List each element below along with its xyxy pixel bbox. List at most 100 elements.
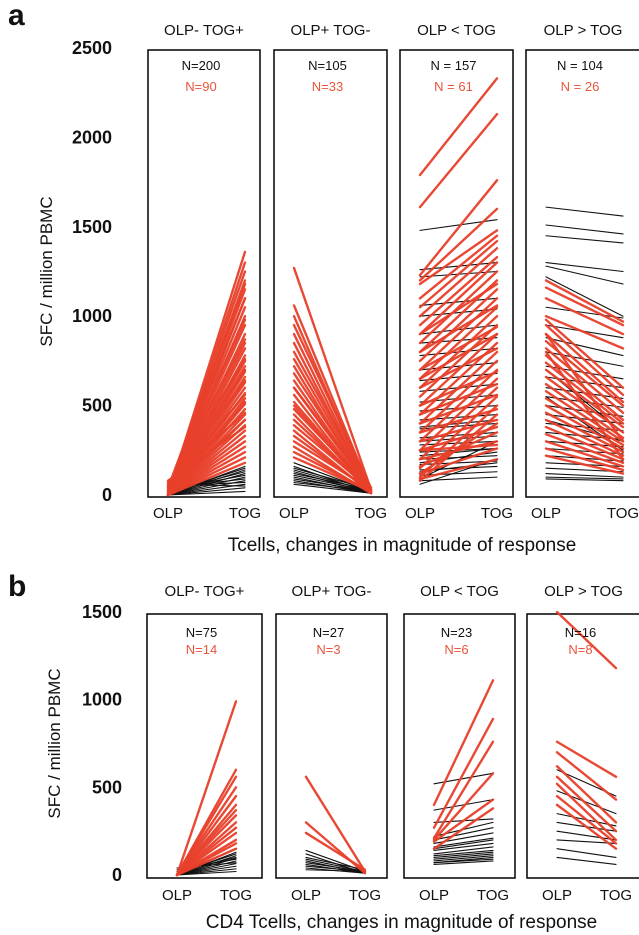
- y-tick-label: 0: [102, 485, 112, 505]
- n-total-label: N = 104: [557, 58, 603, 73]
- series-line-black: [433, 827, 494, 841]
- series-line-black: [545, 476, 624, 480]
- subplot-title: OLP+ TOG-: [292, 583, 372, 600]
- n-red-label: N = 26: [561, 79, 600, 94]
- series-line-red: [418, 347, 499, 389]
- series-line-black: [305, 869, 366, 873]
- subplot-frame: [399, 49, 514, 498]
- x-axis-label: Tcells, changes in magnitude of response: [228, 535, 577, 556]
- subplot-frame: [147, 49, 261, 498]
- y-tick-label: 1500: [82, 602, 122, 622]
- subplot-title: OLP > TOG: [544, 22, 623, 39]
- series-line-red: [544, 279, 625, 323]
- series-line-red: [418, 229, 499, 286]
- n-red-label: N=33: [312, 79, 343, 94]
- series-line-red: [418, 440, 499, 461]
- series-line-red: [544, 418, 625, 457]
- n-red-label: N = 61: [434, 79, 473, 94]
- series-line-red: [418, 425, 499, 452]
- series-line-black: [433, 842, 494, 852]
- series-line-red: [544, 286, 625, 327]
- series-line-red: [418, 239, 499, 309]
- x-tick-label: OLP: [279, 505, 309, 522]
- series-line-red: [418, 315, 499, 389]
- subplot: OLP- TOG+ N=75 N=14 OLP TOG: [146, 583, 263, 904]
- series-line-black: [293, 483, 372, 494]
- series-line-red: [418, 77, 499, 177]
- subplot-frame: [403, 613, 516, 879]
- series-line-red: [418, 407, 499, 434]
- subplot-title: OLP+ TOG-: [291, 22, 371, 39]
- series-line-red: [292, 350, 373, 491]
- series-line-black: [433, 855, 494, 862]
- series-line-black: [293, 478, 372, 492]
- series-line-red: [544, 350, 625, 461]
- series-line-red: [418, 458, 499, 481]
- series-line-red: [544, 315, 625, 350]
- subplot-frame: [275, 613, 388, 879]
- subplot: OLP+ TOG- N=105 N=33 OLP TOG: [273, 22, 388, 522]
- series-line-red: [418, 332, 499, 380]
- series-line-black: [433, 858, 494, 864]
- series-line-red: [418, 288, 499, 363]
- series-line-red: [292, 323, 373, 490]
- series-line-red: [544, 454, 625, 475]
- series-line-black: [433, 851, 494, 859]
- series-line-red: [544, 332, 625, 404]
- series-line-red: [418, 393, 499, 425]
- series-line-red: [418, 282, 499, 336]
- series-line-red: [418, 261, 499, 336]
- series-line-red: [304, 775, 367, 873]
- x-tick-label: OLP: [542, 887, 572, 904]
- series-line-red: [544, 440, 625, 468]
- n-red-label: N=3: [316, 642, 340, 657]
- series-line-red: [555, 794, 618, 845]
- series-line-red: [418, 323, 499, 398]
- series-line-red: [418, 234, 499, 300]
- series-line-black: [545, 262, 624, 273]
- series-line-red: [432, 679, 495, 807]
- n-total-label: N=200: [182, 58, 221, 73]
- series-line-red: [418, 247, 499, 318]
- series-line-black: [433, 846, 494, 855]
- n-red-label: N=8: [568, 642, 592, 657]
- series-line-red: [555, 803, 618, 850]
- series-line-red: [418, 382, 499, 416]
- subplot: OLP < TOG N=23 N=6 OLP TOG: [403, 583, 516, 904]
- series-line-red: [292, 386, 373, 493]
- series-line-red: [544, 397, 625, 447]
- series-line-red: [432, 772, 495, 842]
- subplot-title: OLP > TOG: [544, 583, 623, 600]
- series-line-red: [544, 297, 625, 336]
- x-tick-label: OLP: [291, 887, 321, 904]
- series-line-red: [544, 323, 625, 397]
- series-line-red: [555, 751, 618, 801]
- panel-a: a 0 500 1000 1500 2000 2500 SFC / million PBMC T…: [8, 0, 639, 556]
- series-line-black: [433, 860, 494, 866]
- series-line-red: [544, 425, 625, 461]
- series-line-red: [418, 332, 499, 407]
- subplot-frame: [273, 49, 388, 498]
- series-line-red: [418, 207, 499, 282]
- x-tick-label: TOG: [600, 887, 632, 904]
- series-line-red: [418, 447, 499, 475]
- n-red-label: N=6: [444, 642, 468, 657]
- x-tick-label: TOG: [481, 505, 513, 522]
- subplot: OLP+ TOG- N=27 N=3 OLP TOG: [275, 583, 388, 904]
- series-line-red: [166, 357, 247, 488]
- x-tick-label: TOG: [355, 505, 387, 522]
- x-tick-label: TOG: [477, 887, 509, 904]
- series-line-red: [555, 740, 618, 779]
- y-tick-label: 1500: [72, 217, 112, 237]
- x-tick-label: OLP: [531, 505, 561, 522]
- y-tick-label: 1000: [82, 690, 122, 710]
- n-total-label: N = 157: [431, 58, 477, 73]
- series-line-black: [545, 337, 624, 357]
- series-line-red: [432, 798, 495, 843]
- series-line-red: [166, 379, 247, 486]
- series-line-black: [433, 853, 494, 860]
- subplot-title: OLP < TOG: [420, 583, 499, 600]
- x-axis-label: CD4 Tcells, changes in magnitude of resp…: [206, 912, 598, 933]
- subplot-frame: [146, 613, 263, 879]
- series-line-red: [544, 318, 625, 389]
